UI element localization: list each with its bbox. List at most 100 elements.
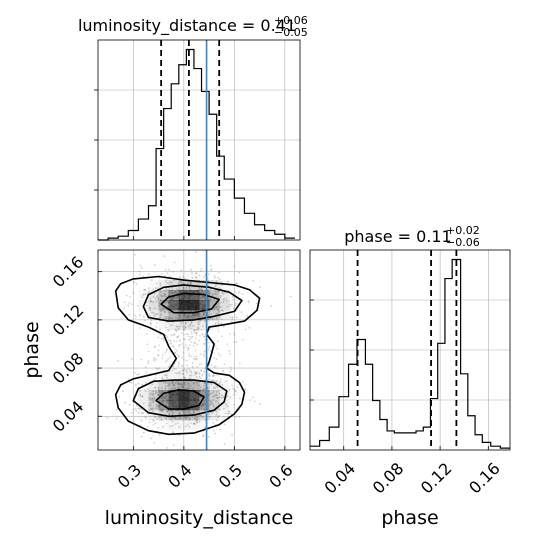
sample-point [157,354,160,357]
sample-point [167,316,170,319]
sample-point [157,297,159,300]
sample-point [139,264,142,267]
sample-point [198,319,201,322]
sample-point [183,338,186,341]
sample-point [194,373,197,376]
sample-point [213,275,216,278]
luminosity-distance-histogram-step [98,48,295,241]
sample-point [176,336,179,339]
sample-point [164,360,167,363]
sample-point [190,268,192,271]
sample-point [209,292,211,295]
sample-point [146,425,149,428]
density-cell [169,420,179,430]
density-contour [132,379,228,418]
y-axis-title-phase: phase [21,321,43,378]
sample-point [177,335,180,337]
sample-point [165,281,167,283]
sample-point [167,357,170,360]
sample-point [190,371,193,374]
sample-point [181,386,184,388]
sample-point [200,363,203,366]
sample-point [161,410,164,413]
density-cell [148,300,159,311]
sample-point [209,317,212,320]
sample-point [223,415,225,418]
sample-point [189,324,192,327]
sample-point [181,369,184,372]
sample-point [138,327,141,329]
sample-point [198,274,201,277]
sample-point [202,325,204,327]
sample-point [157,390,160,392]
sample-point [130,358,133,360]
sample-point [196,314,199,317]
sample-point [195,381,198,383]
sample-point [218,414,221,417]
sample-point [227,410,229,413]
sample-point [170,418,173,421]
sample-point [162,317,165,320]
sample-point [192,313,195,316]
sample-point [202,385,205,387]
sample-point [161,401,164,403]
sample-point [139,390,141,392]
sample-point [161,391,164,394]
sample-point [156,391,159,394]
sample-point [229,370,231,373]
sample-point [152,419,155,421]
sample-point [195,372,197,374]
sample-point [201,404,204,407]
sample-point [209,264,212,267]
sample-point [259,286,261,289]
density-cell [199,300,210,311]
sample-point [208,374,211,377]
sample-point [174,347,176,350]
sample-point [190,341,192,343]
sample-point [200,328,203,331]
sample-point [178,434,181,437]
sample-point [175,296,178,299]
sample-point [163,293,166,296]
sample-point [231,316,234,319]
sample-point [201,416,204,419]
density-cell [209,280,220,291]
sample-point [181,343,184,345]
sample-point [215,419,218,422]
sample-point [194,315,197,318]
sample-point [201,388,204,391]
sample-point [196,421,199,423]
sample-point [178,281,180,284]
x-axis-title-phase: phase [381,507,438,529]
sample-point [229,396,232,399]
sample-point [242,380,244,383]
sample-point [139,395,142,397]
sample-point [164,387,167,390]
sample-point [169,311,171,314]
sample-point [194,314,196,317]
sample-point [198,375,201,378]
sample-point [131,412,134,414]
sample-point [178,363,180,366]
sample-point [214,365,217,368]
sample-point [179,416,182,419]
sample-point [215,280,218,283]
density-contour [155,389,205,410]
sample-point [150,319,153,322]
sample-point [168,291,170,294]
sample-point [127,378,130,381]
sample-point [143,293,146,296]
sample-point [195,421,198,424]
sample-point [150,311,153,314]
sample-point [212,429,215,432]
sample-point [218,408,221,411]
sample-point [173,368,175,370]
sample-point [155,405,158,407]
sample-point [178,426,181,428]
sample-point [230,413,233,416]
sample-point [235,340,238,343]
sample-point [177,386,180,389]
sample-point [176,372,179,375]
sample-point [169,341,172,344]
sample-point [129,295,131,298]
